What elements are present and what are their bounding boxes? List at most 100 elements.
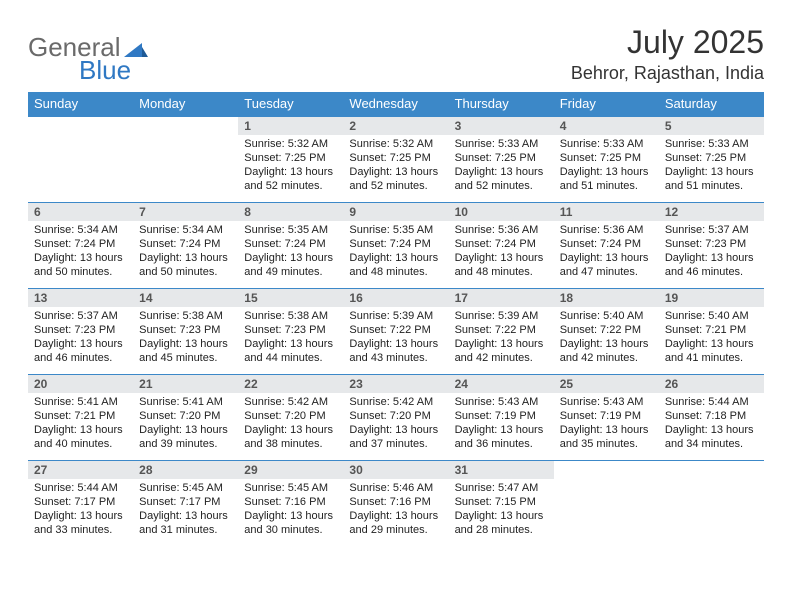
day-cell: 22Sunrise: 5:42 AMSunset: 7:20 PMDayligh… bbox=[238, 375, 343, 461]
day-number: 31 bbox=[449, 461, 554, 479]
day-cell: 28Sunrise: 5:45 AMSunset: 7:17 PMDayligh… bbox=[133, 461, 238, 547]
calendar-body: 1Sunrise: 5:32 AMSunset: 7:25 PMDaylight… bbox=[28, 117, 764, 547]
day-cell: 1Sunrise: 5:32 AMSunset: 7:25 PMDaylight… bbox=[238, 117, 343, 203]
day-details: Sunrise: 5:43 AMSunset: 7:19 PMDaylight:… bbox=[554, 393, 659, 455]
day-details: Sunrise: 5:40 AMSunset: 7:21 PMDaylight:… bbox=[659, 307, 764, 369]
day-number: 15 bbox=[238, 289, 343, 307]
weekday-header: Thursday bbox=[449, 92, 554, 117]
day-cell: 8Sunrise: 5:35 AMSunset: 7:24 PMDaylight… bbox=[238, 203, 343, 289]
day-cell: 21Sunrise: 5:41 AMSunset: 7:20 PMDayligh… bbox=[133, 375, 238, 461]
day-cell: 9Sunrise: 5:35 AMSunset: 7:24 PMDaylight… bbox=[343, 203, 448, 289]
day-number: 1 bbox=[238, 117, 343, 135]
day-details: Sunrise: 5:36 AMSunset: 7:24 PMDaylight:… bbox=[449, 221, 554, 283]
calendar-row: 1Sunrise: 5:32 AMSunset: 7:25 PMDaylight… bbox=[28, 117, 764, 203]
day-number: 16 bbox=[343, 289, 448, 307]
day-details: Sunrise: 5:33 AMSunset: 7:25 PMDaylight:… bbox=[449, 135, 554, 197]
day-cell: 23Sunrise: 5:42 AMSunset: 7:20 PMDayligh… bbox=[343, 375, 448, 461]
day-details: Sunrise: 5:46 AMSunset: 7:16 PMDaylight:… bbox=[343, 479, 448, 541]
day-cell: 20Sunrise: 5:41 AMSunset: 7:21 PMDayligh… bbox=[28, 375, 133, 461]
empty-cell bbox=[554, 461, 659, 547]
day-cell: 24Sunrise: 5:43 AMSunset: 7:19 PMDayligh… bbox=[449, 375, 554, 461]
day-details: Sunrise: 5:32 AMSunset: 7:25 PMDaylight:… bbox=[238, 135, 343, 197]
calendar-row: 27Sunrise: 5:44 AMSunset: 7:17 PMDayligh… bbox=[28, 461, 764, 547]
weekday-header: Monday bbox=[133, 92, 238, 117]
day-cell: 14Sunrise: 5:38 AMSunset: 7:23 PMDayligh… bbox=[133, 289, 238, 375]
day-number: 24 bbox=[449, 375, 554, 393]
day-number: 7 bbox=[133, 203, 238, 221]
day-number: 23 bbox=[343, 375, 448, 393]
day-number: 2 bbox=[343, 117, 448, 135]
day-details: Sunrise: 5:40 AMSunset: 7:22 PMDaylight:… bbox=[554, 307, 659, 369]
weekday-header: Wednesday bbox=[343, 92, 448, 117]
day-number: 9 bbox=[343, 203, 448, 221]
day-details: Sunrise: 5:47 AMSunset: 7:15 PMDaylight:… bbox=[449, 479, 554, 541]
day-number: 4 bbox=[554, 117, 659, 135]
day-number: 26 bbox=[659, 375, 764, 393]
day-number: 17 bbox=[449, 289, 554, 307]
day-cell: 13Sunrise: 5:37 AMSunset: 7:23 PMDayligh… bbox=[28, 289, 133, 375]
day-details: Sunrise: 5:38 AMSunset: 7:23 PMDaylight:… bbox=[133, 307, 238, 369]
day-cell: 4Sunrise: 5:33 AMSunset: 7:25 PMDaylight… bbox=[554, 117, 659, 203]
logo: GeneralBlue bbox=[28, 20, 148, 86]
day-number: 14 bbox=[133, 289, 238, 307]
day-details: Sunrise: 5:37 AMSunset: 7:23 PMDaylight:… bbox=[28, 307, 133, 369]
calendar-row: 13Sunrise: 5:37 AMSunset: 7:23 PMDayligh… bbox=[28, 289, 764, 375]
day-cell: 31Sunrise: 5:47 AMSunset: 7:15 PMDayligh… bbox=[449, 461, 554, 547]
day-cell: 3Sunrise: 5:33 AMSunset: 7:25 PMDaylight… bbox=[449, 117, 554, 203]
day-number: 19 bbox=[659, 289, 764, 307]
day-details: Sunrise: 5:42 AMSunset: 7:20 PMDaylight:… bbox=[343, 393, 448, 455]
logo-text-2: Blue bbox=[79, 55, 131, 85]
title-block: July 2025 Behror, Rajasthan, India bbox=[571, 20, 764, 84]
day-number: 29 bbox=[238, 461, 343, 479]
day-number: 21 bbox=[133, 375, 238, 393]
calendar-row: 20Sunrise: 5:41 AMSunset: 7:21 PMDayligh… bbox=[28, 375, 764, 461]
weekday-header: Saturday bbox=[659, 92, 764, 117]
day-cell: 12Sunrise: 5:37 AMSunset: 7:23 PMDayligh… bbox=[659, 203, 764, 289]
location: Behror, Rajasthan, India bbox=[571, 63, 764, 84]
day-number: 10 bbox=[449, 203, 554, 221]
day-cell: 17Sunrise: 5:39 AMSunset: 7:22 PMDayligh… bbox=[449, 289, 554, 375]
day-cell: 5Sunrise: 5:33 AMSunset: 7:25 PMDaylight… bbox=[659, 117, 764, 203]
day-cell: 25Sunrise: 5:43 AMSunset: 7:19 PMDayligh… bbox=[554, 375, 659, 461]
day-number: 20 bbox=[28, 375, 133, 393]
day-cell: 11Sunrise: 5:36 AMSunset: 7:24 PMDayligh… bbox=[554, 203, 659, 289]
day-number: 11 bbox=[554, 203, 659, 221]
day-cell: 29Sunrise: 5:45 AMSunset: 7:16 PMDayligh… bbox=[238, 461, 343, 547]
day-number: 22 bbox=[238, 375, 343, 393]
weekday-header: Tuesday bbox=[238, 92, 343, 117]
day-number: 28 bbox=[133, 461, 238, 479]
day-cell: 16Sunrise: 5:39 AMSunset: 7:22 PMDayligh… bbox=[343, 289, 448, 375]
day-details: Sunrise: 5:39 AMSunset: 7:22 PMDaylight:… bbox=[449, 307, 554, 369]
day-number: 3 bbox=[449, 117, 554, 135]
day-cell: 7Sunrise: 5:34 AMSunset: 7:24 PMDaylight… bbox=[133, 203, 238, 289]
day-cell: 27Sunrise: 5:44 AMSunset: 7:17 PMDayligh… bbox=[28, 461, 133, 547]
day-details: Sunrise: 5:41 AMSunset: 7:20 PMDaylight:… bbox=[133, 393, 238, 455]
day-details: Sunrise: 5:36 AMSunset: 7:24 PMDaylight:… bbox=[554, 221, 659, 283]
weekday-header-row: SundayMondayTuesdayWednesdayThursdayFrid… bbox=[28, 92, 764, 117]
day-details: Sunrise: 5:32 AMSunset: 7:25 PMDaylight:… bbox=[343, 135, 448, 197]
empty-cell bbox=[133, 117, 238, 203]
calendar-page: GeneralBlue July 2025 Behror, Rajasthan,… bbox=[0, 0, 792, 559]
day-details: Sunrise: 5:44 AMSunset: 7:18 PMDaylight:… bbox=[659, 393, 764, 455]
day-details: Sunrise: 5:38 AMSunset: 7:23 PMDaylight:… bbox=[238, 307, 343, 369]
weekday-header: Sunday bbox=[28, 92, 133, 117]
month-title: July 2025 bbox=[571, 24, 764, 61]
day-details: Sunrise: 5:35 AMSunset: 7:24 PMDaylight:… bbox=[343, 221, 448, 283]
day-details: Sunrise: 5:33 AMSunset: 7:25 PMDaylight:… bbox=[554, 135, 659, 197]
day-details: Sunrise: 5:37 AMSunset: 7:23 PMDaylight:… bbox=[659, 221, 764, 283]
calendar-row: 6Sunrise: 5:34 AMSunset: 7:24 PMDaylight… bbox=[28, 203, 764, 289]
weekday-header: Friday bbox=[554, 92, 659, 117]
day-number: 12 bbox=[659, 203, 764, 221]
day-details: Sunrise: 5:39 AMSunset: 7:22 PMDaylight:… bbox=[343, 307, 448, 369]
day-number: 27 bbox=[28, 461, 133, 479]
day-number: 6 bbox=[28, 203, 133, 221]
day-cell: 15Sunrise: 5:38 AMSunset: 7:23 PMDayligh… bbox=[238, 289, 343, 375]
day-number: 8 bbox=[238, 203, 343, 221]
day-details: Sunrise: 5:43 AMSunset: 7:19 PMDaylight:… bbox=[449, 393, 554, 455]
day-number: 5 bbox=[659, 117, 764, 135]
day-details: Sunrise: 5:33 AMSunset: 7:25 PMDaylight:… bbox=[659, 135, 764, 197]
day-details: Sunrise: 5:44 AMSunset: 7:17 PMDaylight:… bbox=[28, 479, 133, 541]
day-cell: 2Sunrise: 5:32 AMSunset: 7:25 PMDaylight… bbox=[343, 117, 448, 203]
day-cell: 18Sunrise: 5:40 AMSunset: 7:22 PMDayligh… bbox=[554, 289, 659, 375]
header-bar: GeneralBlue July 2025 Behror, Rajasthan,… bbox=[28, 20, 764, 86]
